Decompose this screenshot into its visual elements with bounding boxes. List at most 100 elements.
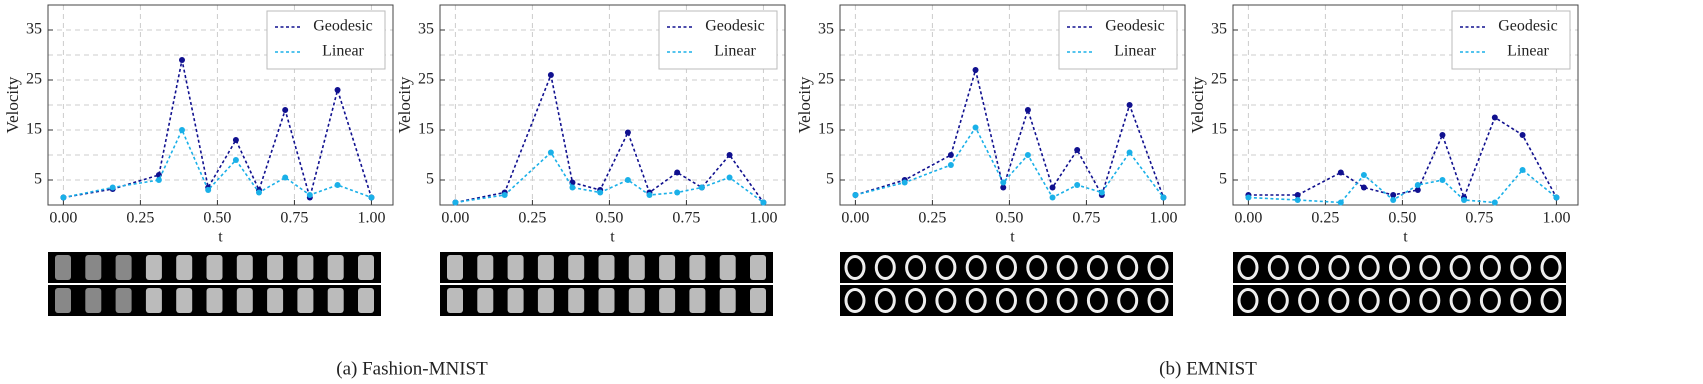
- image-item: [297, 288, 314, 313]
- data-point: [232, 157, 239, 163]
- data-point: [852, 192, 859, 198]
- image-item: [1147, 288, 1169, 313]
- data-point: [624, 177, 631, 183]
- data-point: [947, 162, 954, 168]
- caption: (a) Fashion-MNIST: [336, 358, 488, 379]
- image-item: [206, 288, 223, 313]
- x-tick-label: 0.75: [1072, 210, 1100, 227]
- image-item: [996, 288, 1017, 313]
- image-strip: [48, 252, 381, 316]
- image-item: [1419, 255, 1441, 280]
- data-point: [306, 192, 313, 198]
- image-item: [1449, 255, 1471, 280]
- data-point: [232, 137, 239, 143]
- image-item: [1540, 255, 1562, 280]
- legend-label: Geodesic: [1498, 18, 1558, 35]
- image-item: [358, 255, 374, 280]
- data-point: [178, 127, 185, 133]
- series-line: [63, 128, 372, 199]
- data-point: [1414, 182, 1421, 188]
- data-point: [256, 189, 263, 196]
- x-tick-label: 0.75: [672, 210, 700, 227]
- image-item: [719, 288, 736, 313]
- data-point: [1160, 194, 1167, 201]
- image-item: [628, 255, 645, 280]
- data-point: [1337, 169, 1344, 176]
- data-point: [1074, 182, 1081, 188]
- image-item: [1117, 288, 1139, 313]
- image-item: [267, 288, 284, 313]
- image-item: [267, 255, 284, 280]
- y-tick-label: 5: [1219, 171, 1227, 188]
- legend-box: [266, 10, 386, 70]
- plot-frame: [439, 4, 786, 206]
- y-axis-label: Velocity: [3, 76, 22, 133]
- data-point: [972, 67, 979, 73]
- x-tick-label: 1.00: [1149, 210, 1177, 227]
- image-strip: [1233, 252, 1566, 316]
- image-item: [236, 288, 253, 313]
- x-tick-label: 1.00: [749, 210, 777, 227]
- image-item: [1086, 288, 1108, 313]
- image-item: [689, 288, 706, 313]
- image-item: [1328, 255, 1350, 280]
- data-point: [1439, 132, 1446, 138]
- series-line: [455, 72, 765, 204]
- series-line: [1248, 116, 1558, 200]
- data-point: [155, 177, 162, 183]
- image-item: [297, 255, 314, 280]
- image-item: [55, 255, 71, 280]
- y-tick-label: 25: [818, 71, 834, 88]
- image-item: [689, 255, 706, 280]
- data-point: [624, 129, 631, 136]
- y-tick-label: 35: [818, 21, 834, 38]
- image-item: [844, 255, 866, 280]
- image-item: [1298, 255, 1320, 280]
- image-item: [1510, 288, 1532, 313]
- image-item: [85, 255, 102, 280]
- y-tick-label: 15: [418, 121, 434, 138]
- image-item: [1389, 288, 1410, 313]
- data-point: [947, 152, 954, 158]
- data-point: [1049, 194, 1056, 201]
- data-point: [972, 124, 979, 131]
- series-line: [63, 59, 373, 201]
- data-point: [1337, 199, 1344, 206]
- y-tick-label: 25: [1211, 71, 1227, 88]
- data-point: [597, 189, 604, 196]
- image-item: [1358, 288, 1380, 313]
- data-point: [1000, 179, 1007, 186]
- legend-label: Linear: [322, 43, 364, 60]
- image-item: [1479, 255, 1501, 280]
- x-tick-label: 0.00: [49, 210, 77, 227]
- image-item: [358, 288, 374, 313]
- x-axis-label: t: [218, 229, 223, 246]
- y-axis-label: Velocity: [395, 76, 414, 133]
- data-point: [547, 149, 554, 156]
- image-item: [1237, 255, 1259, 280]
- image-item: [507, 288, 524, 313]
- image-item: [659, 288, 676, 313]
- image-item: [1328, 288, 1350, 313]
- image-item: [1147, 255, 1169, 280]
- data-point: [1126, 102, 1133, 108]
- data-point: [726, 174, 733, 181]
- data-point: [1000, 184, 1007, 191]
- plot-frame: [1232, 4, 1579, 206]
- data-point: [1360, 172, 1367, 178]
- image-item: [447, 255, 463, 280]
- image-item: [996, 255, 1017, 280]
- image-item: [1267, 288, 1289, 313]
- x-tick-label: 0.75: [280, 210, 308, 227]
- y-tick-label: 5: [826, 171, 834, 188]
- image-item: [327, 255, 344, 280]
- image-item: [115, 255, 132, 280]
- data-point: [1294, 197, 1301, 203]
- legend-label: Geodesic: [705, 18, 765, 35]
- image-item: [477, 255, 494, 280]
- image-item: [598, 255, 615, 280]
- image-item: [719, 255, 736, 280]
- data-point: [109, 184, 116, 191]
- y-tick-label: 15: [1211, 121, 1227, 138]
- x-axis-label: t: [1010, 229, 1015, 246]
